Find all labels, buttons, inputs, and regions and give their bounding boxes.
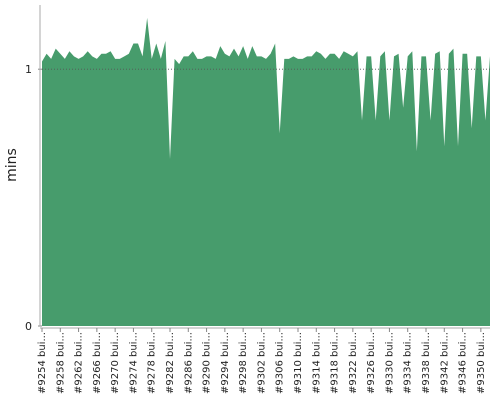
x-tick-label: #9258 bui... <box>55 332 66 394</box>
x-tick-label: #9278 bui... <box>147 332 158 394</box>
x-tick-label: #9314 bui... <box>311 332 322 394</box>
x-tick-label: #9322 bui... <box>348 332 359 394</box>
y-axis-label: mins <box>4 148 20 182</box>
x-tick-label: #9254 bui... <box>37 332 48 394</box>
x-tick-label: #9290 bui... <box>202 332 213 394</box>
x-tick-label: #9302 bui... <box>256 332 267 394</box>
area <box>42 17 490 327</box>
y-tick-label: 1 <box>25 63 32 76</box>
x-tick-label: #9262 bui... <box>74 332 85 394</box>
x-tick-label: #9294 bui... <box>220 332 231 394</box>
x-tick-label: #9350 bui... <box>476 332 487 394</box>
x-tick-label: #9326 bui... <box>366 332 377 394</box>
x-tick-label: #9318 bui... <box>330 332 341 394</box>
x-tick-label: #9306 bui... <box>275 332 286 394</box>
x-tick-label: #9266 bui... <box>92 332 103 394</box>
x-tick-label: #9342 bui... <box>439 332 450 394</box>
x-tick-label: #9274 bui... <box>128 332 139 394</box>
x-tick-label: #9334 bui... <box>403 332 414 394</box>
x-tick-label: #9270 bui... <box>110 332 121 394</box>
x-tick-label: #9298 bui... <box>238 332 249 394</box>
x-tick-label: #9338 bui... <box>421 332 432 394</box>
x-tick-label: #9310 bui... <box>293 332 304 394</box>
x-tick-label: #9286 bui... <box>183 332 194 394</box>
y-tick-label: 0 <box>25 320 32 333</box>
x-tick-label: #9282 bui... <box>165 332 176 394</box>
x-tick-label: #9346 bui... <box>458 332 469 394</box>
x-tick-label: #9330 bui... <box>384 332 395 394</box>
